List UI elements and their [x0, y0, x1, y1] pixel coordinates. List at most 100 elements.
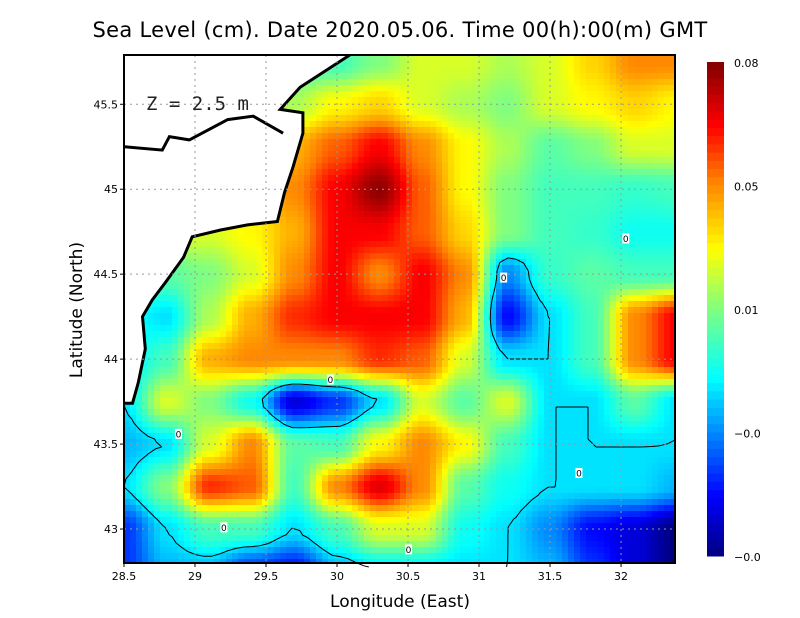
- heatmap-cell: [448, 295, 455, 302]
- heatmap-cell: [508, 265, 515, 272]
- heatmap-cell: [496, 295, 503, 302]
- heatmap-cell: [640, 199, 647, 206]
- heatmap-cell: [628, 199, 635, 206]
- heatmap-cell: [208, 349, 215, 356]
- heatmap-cell: [526, 229, 533, 236]
- heatmap-cell: [568, 337, 575, 344]
- heatmap-cell: [244, 253, 251, 260]
- heatmap-cell: [334, 229, 341, 236]
- heatmap-cell: [532, 169, 539, 176]
- heatmap-cell: [460, 109, 467, 116]
- heatmap-cell: [280, 361, 287, 368]
- heatmap-cell: [526, 223, 533, 230]
- heatmap-cell: [238, 337, 245, 344]
- heatmap-cell: [196, 265, 203, 272]
- heatmap-cell: [562, 55, 569, 62]
- heatmap-cell: [658, 103, 665, 110]
- heatmap-cell: [328, 223, 335, 230]
- heatmap-cell: [526, 139, 533, 146]
- heatmap-cell: [274, 253, 281, 260]
- heatmap-cell: [328, 217, 335, 224]
- heatmap-cell: [424, 193, 431, 200]
- heatmap-cell: [322, 277, 329, 284]
- heatmap-cell: [364, 169, 371, 176]
- heatmap-cell: [574, 289, 581, 296]
- heatmap-cell: [412, 343, 419, 350]
- heatmap-cell: [604, 145, 611, 152]
- heatmap-cell: [388, 361, 395, 368]
- heatmap-cell: [448, 367, 455, 374]
- heatmap-cell: [520, 175, 527, 182]
- heatmap-cell: [292, 277, 299, 284]
- heatmap-cell: [382, 259, 389, 266]
- heatmap-cell: [352, 373, 359, 380]
- heatmap-cell: [478, 169, 485, 176]
- heatmap-cell: [610, 277, 617, 284]
- heatmap-cell: [388, 349, 395, 356]
- heatmap-cell: [508, 289, 515, 296]
- heatmap-cell: [322, 247, 329, 254]
- heatmap-cell: [310, 115, 317, 122]
- heatmap-cell: [604, 223, 611, 230]
- heatmap-cell: [616, 139, 623, 146]
- heatmap-cell: [556, 145, 563, 152]
- heatmap-cell: [352, 217, 359, 224]
- heatmap-cell: [634, 205, 641, 212]
- heatmap-cell: [562, 169, 569, 176]
- heatmap-cell: [442, 139, 449, 146]
- heatmap-cell: [256, 229, 263, 236]
- heatmap-cell: [274, 343, 281, 350]
- heatmap-cell: [490, 175, 497, 182]
- heatmap-cell: [400, 301, 407, 308]
- heatmap-cell: [520, 367, 527, 374]
- heatmap-cell: [214, 283, 221, 290]
- heatmap-cell: [196, 355, 203, 362]
- heatmap-cell: [616, 67, 623, 74]
- heatmap-cell: [598, 73, 605, 80]
- heatmap-cell: [502, 301, 509, 308]
- heatmap-cell: [310, 223, 317, 230]
- heatmap-cell: [634, 223, 641, 230]
- heatmap-cell: [358, 283, 365, 290]
- heatmap-cell: [490, 373, 497, 380]
- heatmap-cell: [598, 109, 605, 116]
- heatmap-cell: [640, 133, 647, 140]
- heatmap-cell: [202, 301, 209, 308]
- heatmap-cell: [538, 229, 545, 236]
- heatmap-cell: [628, 175, 635, 182]
- heatmap-cell: [292, 181, 299, 188]
- heatmap-cell: [478, 307, 485, 314]
- heatmap-cell: [226, 337, 233, 344]
- heatmap-cell: [406, 187, 413, 194]
- heatmap-cell: [274, 361, 281, 368]
- heatmap-cell: [502, 325, 509, 332]
- heatmap-cell: [580, 337, 587, 344]
- heatmap-cell: [484, 217, 491, 224]
- heatmap-cell: [376, 373, 383, 380]
- heatmap-cell: [610, 103, 617, 110]
- heatmap-cell: [652, 151, 659, 158]
- heatmap-cell: [190, 277, 197, 284]
- heatmap-cell: [352, 181, 359, 188]
- heatmap-cell: [442, 355, 449, 362]
- heatmap-cell: [442, 235, 449, 242]
- heatmap-cell: [538, 199, 545, 206]
- heatmap-cell: [646, 133, 653, 140]
- heatmap-cell: [646, 343, 653, 350]
- heatmap-cell: [550, 145, 557, 152]
- heatmap-cell: [670, 175, 676, 182]
- heatmap-cell: [328, 367, 335, 374]
- heatmap-cell: [658, 229, 665, 236]
- heatmap-cell: [304, 289, 311, 296]
- heatmap-cell: [598, 223, 605, 230]
- heatmap-cell: [592, 127, 599, 134]
- heatmap-cell: [592, 283, 599, 290]
- heatmap-cell: [628, 295, 635, 302]
- heatmap-cell: [646, 325, 653, 332]
- heatmap-cell: [394, 307, 401, 314]
- heatmap-cell: [376, 307, 383, 314]
- heatmap-cell: [592, 85, 599, 92]
- heatmap-cell: [574, 253, 581, 260]
- heatmap-cell: [298, 289, 305, 296]
- heatmap-cell: [586, 55, 593, 62]
